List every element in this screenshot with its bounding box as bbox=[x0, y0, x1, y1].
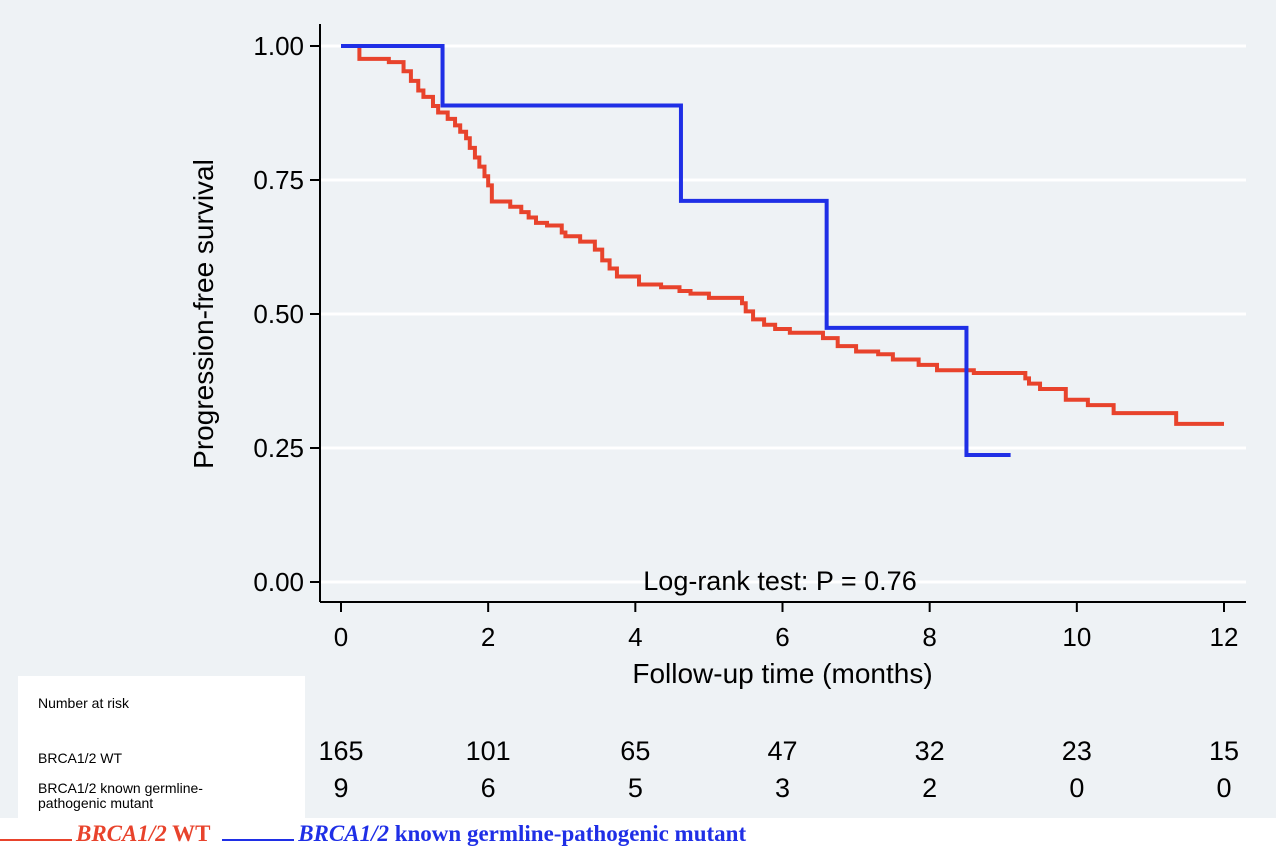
risk-value-1-6: 0 bbox=[1216, 773, 1231, 803]
risk-value-1-2: 5 bbox=[628, 773, 643, 803]
x-tick-label-2: 4 bbox=[628, 622, 642, 652]
legend-line-mutant bbox=[222, 819, 295, 841]
risk-value-1-0: 9 bbox=[333, 773, 348, 803]
legend: BRCA1/2 WT BRCA1/2 known germline-pathog… bbox=[0, 818, 1276, 850]
legend-gene-wt: BRCA1/2 bbox=[76, 821, 167, 846]
x-tick-label-6: 12 bbox=[1210, 622, 1239, 652]
x-tick-label-5: 10 bbox=[1062, 622, 1091, 652]
legend-line-wt bbox=[0, 819, 72, 841]
legend-gene-mutant: BRCA1/2 bbox=[298, 821, 389, 846]
risk-row-label-0: BRCA1/2 WT bbox=[38, 750, 122, 766]
x-tick-label-1: 2 bbox=[481, 622, 495, 652]
legend-text-wt: WT bbox=[166, 821, 211, 846]
x-tick-label-4: 8 bbox=[922, 622, 936, 652]
logrank-annotation: Log-rank test: P = 0.76 bbox=[643, 566, 916, 596]
risk-table-panel bbox=[18, 676, 305, 818]
legend-entry-mutant: BRCA1/2 known germline-pathogenic mutant bbox=[222, 818, 746, 850]
risk-row-label-1-line1: BRCA1/2 known germline- bbox=[38, 780, 203, 796]
risk-value-1-5: 0 bbox=[1069, 773, 1084, 803]
risk-table-title: Number at risk bbox=[38, 695, 130, 711]
risk-value-0-0: 165 bbox=[318, 736, 363, 766]
risk-value-1-1: 6 bbox=[481, 773, 496, 803]
y-tick-label-2: 0.50 bbox=[253, 299, 304, 329]
y-tick-label-0: 0.00 bbox=[253, 567, 304, 597]
legend-text-mutant: known germline-pathogenic mutant bbox=[388, 821, 747, 846]
risk-value-0-4: 32 bbox=[915, 736, 945, 766]
y-tick-label-4: 1.00 bbox=[253, 31, 304, 61]
risk-row-label-1-line2: pathogenic mutant bbox=[38, 795, 153, 811]
risk-value-0-5: 23 bbox=[1062, 736, 1092, 766]
x-tick-label-0: 0 bbox=[334, 622, 348, 652]
risk-value-0-1: 101 bbox=[466, 736, 511, 766]
risk-row-label-1: BRCA1/2 known germline-pathogenic mutant bbox=[38, 780, 203, 811]
risk-value-0-2: 65 bbox=[620, 736, 650, 766]
risk-value-0-3: 47 bbox=[767, 736, 797, 766]
y-tick-label-3: 0.75 bbox=[253, 165, 304, 195]
risk-value-0-6: 15 bbox=[1209, 736, 1239, 766]
km-curve-mutant bbox=[341, 44, 1011, 457]
risk-value-1-3: 3 bbox=[775, 773, 790, 803]
x-axis-title: Follow-up time (months) bbox=[632, 658, 932, 689]
y-axis-title: Progression-free survival bbox=[188, 159, 219, 469]
x-tick-label-3: 6 bbox=[775, 622, 789, 652]
risk-value-1-4: 2 bbox=[922, 773, 937, 803]
legend-entry-wt: BRCA1/2 WT bbox=[0, 818, 210, 850]
y-tick-label-1: 0.25 bbox=[253, 433, 304, 463]
km-curve-wt bbox=[341, 44, 1224, 426]
